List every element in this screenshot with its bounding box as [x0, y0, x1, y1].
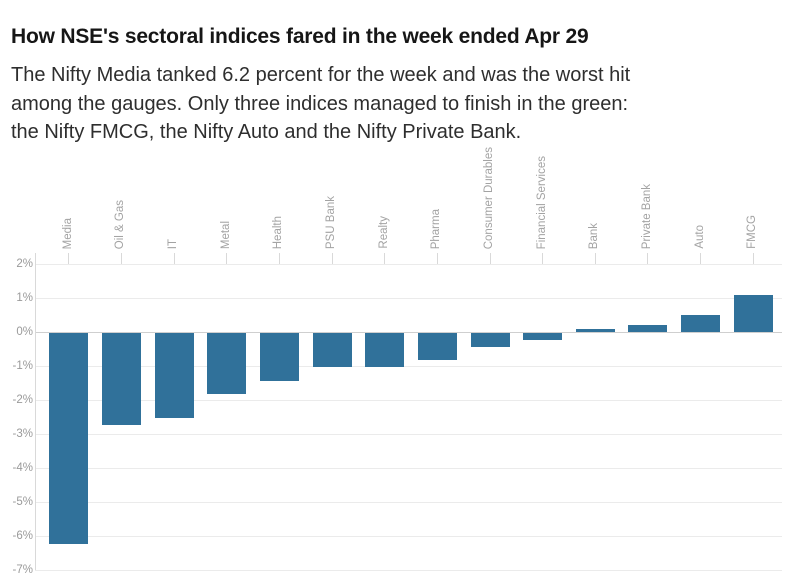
- category-label-it: IT: [167, 238, 180, 249]
- category-tick: [278, 253, 280, 264]
- bar-health: [259, 333, 299, 381]
- bar-financial-services: [523, 333, 563, 340]
- category-tick: [120, 253, 122, 264]
- gridline: [35, 468, 782, 469]
- bar-pharma: [417, 333, 457, 361]
- bar-bank: [575, 328, 615, 332]
- category-tick: [489, 253, 491, 264]
- bar-media: [49, 333, 89, 544]
- category-tick: [384, 253, 386, 264]
- category-tick: [542, 253, 544, 264]
- category-tick: [594, 253, 596, 264]
- category-label-media: Media: [61, 217, 74, 249]
- category-tick: [173, 253, 175, 264]
- category-label-psu-bank: PSU Bank: [325, 195, 338, 249]
- gridline: [35, 400, 782, 401]
- subtitle-line: The Nifty Media tanked 6.2 percent for t…: [11, 64, 631, 86]
- bar-oil-gas: [101, 333, 141, 425]
- category-tick: [700, 253, 702, 264]
- category-label-realty: Realty: [377, 216, 390, 249]
- bar-psu-bank: [312, 333, 352, 367]
- y-axis-tick-label: -4%: [12, 462, 33, 474]
- category-tick: [647, 253, 649, 264]
- y-axis-tick-label: 1%: [16, 292, 33, 304]
- category-label-metal: Metal: [219, 220, 232, 249]
- category-tick: [752, 253, 754, 264]
- y-axis-tick-label: -1%: [12, 360, 33, 372]
- bar-it: [154, 333, 194, 418]
- category-label-financial-services: Financial Services: [535, 155, 548, 249]
- category-tick: [436, 253, 438, 264]
- gridline: [35, 536, 782, 537]
- y-axis-tick-label: -2%: [12, 394, 33, 406]
- category-label-auto: Auto: [693, 225, 706, 249]
- gridline: [35, 502, 782, 503]
- y-axis-tick-label: 2%: [16, 258, 33, 270]
- gridline: [35, 434, 782, 435]
- subtitle-line: the Nifty FMCG, the Nifty Auto and the N…: [11, 121, 522, 143]
- page-subtitle: The Nifty Media tanked 6.2 percent for t…: [11, 61, 630, 147]
- subtitle-line: among the gauges. Only three indices man…: [11, 92, 629, 115]
- y-axis-tick-label: -7%: [12, 564, 33, 576]
- page-title: How NSE's sectoral indices fared in the …: [11, 25, 589, 49]
- gridline: [35, 366, 782, 367]
- gridline: [35, 570, 782, 571]
- category-label-bank: Bank: [588, 222, 601, 249]
- y-axis-tick-label: -3%: [12, 428, 33, 440]
- category-label-consumer-durables: Consumer Durables: [483, 146, 496, 249]
- y-axis-line: [35, 253, 36, 570]
- bar-realty: [365, 333, 405, 367]
- zero-gridline: [35, 332, 782, 333]
- y-axis-tick-label: -5%: [12, 496, 33, 508]
- category-label-fmcg: FMCG: [746, 215, 759, 249]
- y-axis-tick-label: 0%: [16, 326, 33, 338]
- category-label-pharma: Pharma: [430, 208, 443, 249]
- category-tick: [226, 253, 228, 264]
- gridline: [35, 264, 782, 265]
- bar-fmcg: [733, 294, 773, 332]
- bar-consumer-durables: [470, 333, 510, 347]
- category-label-private-bank: Private Bank: [640, 183, 653, 249]
- category-label-oil-gas: Oil & Gas: [114, 199, 127, 249]
- category-tick: [68, 253, 70, 264]
- bar-metal: [207, 333, 247, 395]
- category-label-health: Health: [272, 215, 285, 249]
- bar-auto: [681, 315, 721, 332]
- y-axis-tick-label: -6%: [12, 530, 33, 542]
- bar-private-bank: [628, 325, 668, 332]
- category-tick: [331, 253, 333, 264]
- gridline: [35, 298, 782, 299]
